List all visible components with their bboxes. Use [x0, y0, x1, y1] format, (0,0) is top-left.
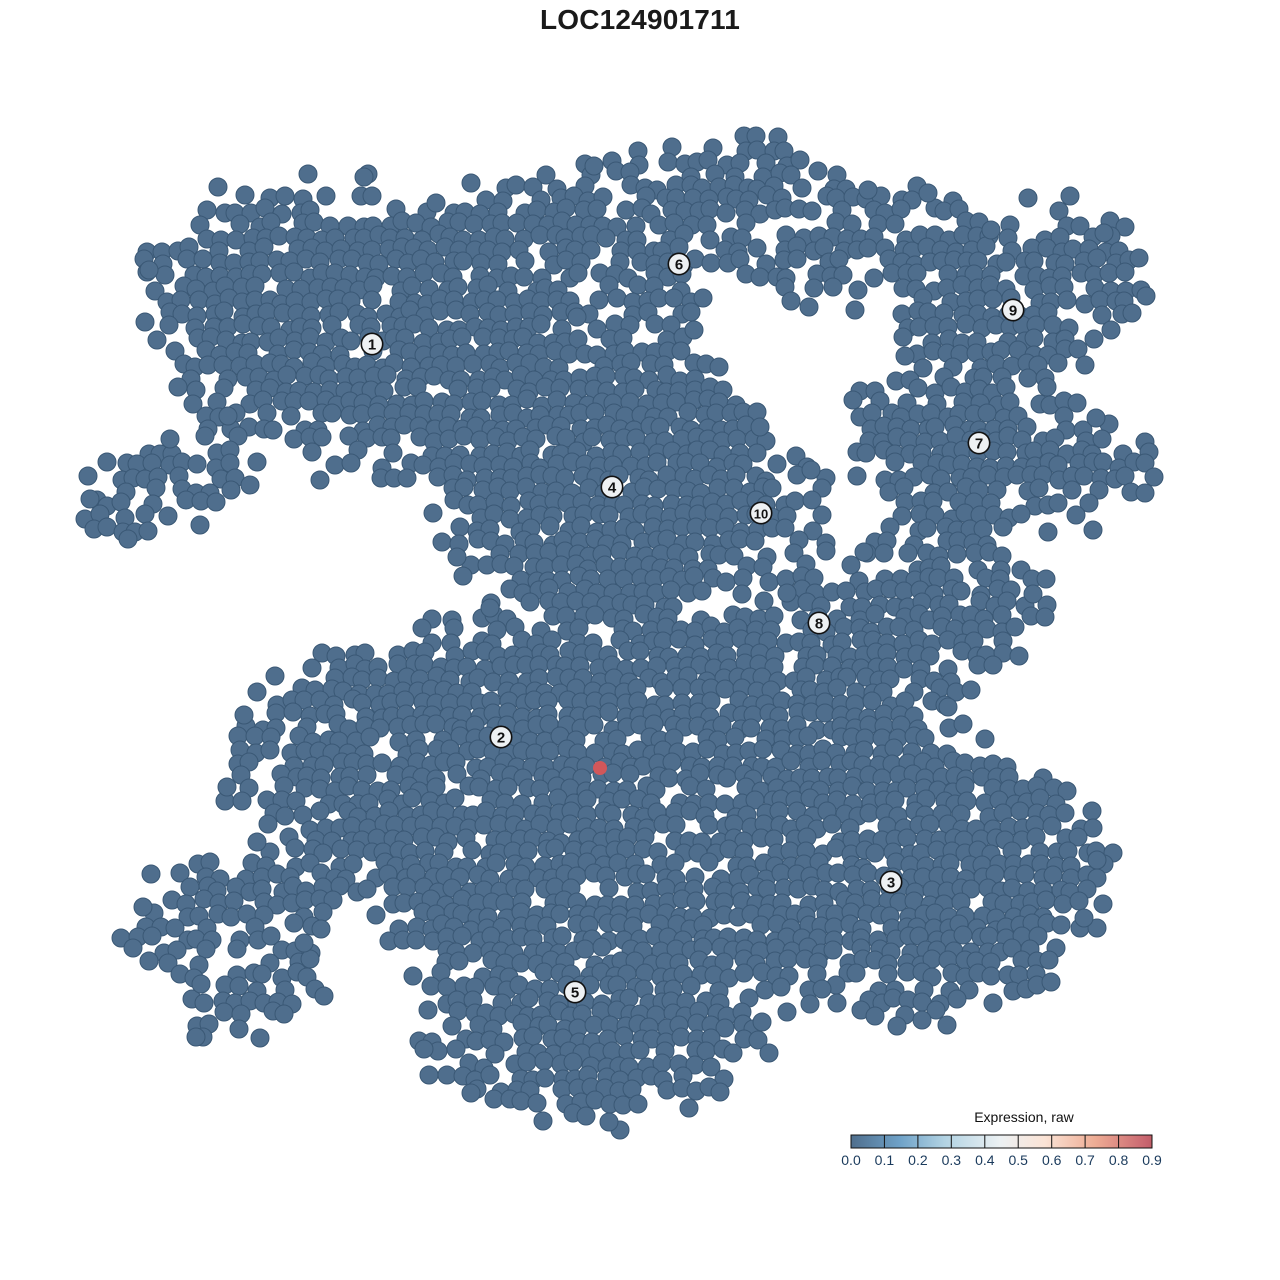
- svg-text:0.2: 0.2: [908, 1152, 928, 1168]
- svg-text:0.0: 0.0: [841, 1152, 861, 1168]
- svg-text:1: 1: [368, 337, 376, 354]
- svg-text:9: 9: [1009, 303, 1017, 320]
- svg-text:0.1: 0.1: [875, 1152, 895, 1168]
- svg-text:0.6: 0.6: [1042, 1152, 1062, 1168]
- svg-text:0.4: 0.4: [975, 1152, 995, 1168]
- svg-text:7: 7: [975, 436, 983, 453]
- svg-text:0.8: 0.8: [1109, 1152, 1129, 1168]
- svg-text:2: 2: [497, 730, 505, 747]
- svg-text:8: 8: [815, 616, 823, 633]
- svg-text:4: 4: [608, 480, 617, 497]
- svg-text:10: 10: [754, 507, 768, 522]
- svg-text:0.3: 0.3: [942, 1152, 962, 1168]
- svg-text:3: 3: [887, 875, 895, 892]
- svg-text:0.7: 0.7: [1075, 1152, 1095, 1168]
- svg-text:0.5: 0.5: [1008, 1152, 1028, 1168]
- svg-text:Expression, raw: Expression, raw: [974, 1109, 1074, 1125]
- svg-text:6: 6: [675, 257, 683, 274]
- svg-text:0.9: 0.9: [1142, 1152, 1162, 1168]
- svg-text:5: 5: [571, 985, 579, 1002]
